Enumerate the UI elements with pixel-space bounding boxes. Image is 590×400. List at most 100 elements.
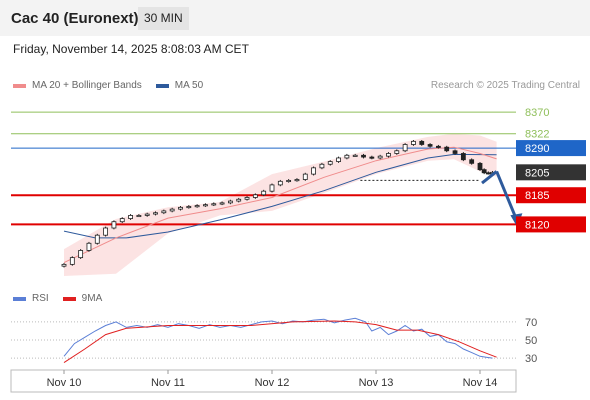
candle-body-29 <box>302 173 308 180</box>
last-price-label: 8205 <box>525 167 549 179</box>
rsi-tick-50: 50 <box>525 335 537 347</box>
candle-49 <box>469 158 475 165</box>
candle-30 <box>311 166 317 176</box>
candle-body-25 <box>269 184 275 192</box>
rsi-swatch <box>13 296 26 301</box>
candle-body-14 <box>178 206 183 210</box>
candle-body-40 <box>394 150 400 154</box>
candle-body-11 <box>153 212 158 215</box>
candle-body-7 <box>119 218 125 223</box>
candle-51 <box>481 168 487 175</box>
bollinger-band-layer <box>64 133 497 276</box>
level-label-8370: 8370 <box>525 107 549 119</box>
candle-23 <box>252 193 258 199</box>
candle-44 <box>427 143 433 148</box>
candle-body-39 <box>386 153 391 157</box>
candle-body-0 <box>61 263 67 267</box>
bollinger-band <box>64 133 497 276</box>
x-tick-label-2: Nov 12 <box>255 377 290 389</box>
candle-12 <box>161 209 167 215</box>
candle-body-15 <box>186 206 192 209</box>
candle-body-44 <box>427 144 433 147</box>
timeframe-badge[interactable]: 30 MIN <box>138 7 189 30</box>
legend-rsi-label: RSI <box>32 293 49 304</box>
ma20-line <box>63 146 497 264</box>
candle-29 <box>302 172 308 181</box>
candle-body-27 <box>286 180 292 183</box>
candle-body-17 <box>203 204 208 207</box>
x-tick-label-1: Nov 11 <box>151 377 185 389</box>
candle-body-45 <box>435 145 441 148</box>
projection-arrow-down <box>495 170 518 220</box>
candle-9 <box>136 214 142 218</box>
candle-4 <box>94 233 100 245</box>
x-axis-box <box>10 369 517 393</box>
candle-body-42 <box>411 140 416 145</box>
candle-42 <box>411 140 416 146</box>
last-price-box <box>516 164 586 181</box>
candle-35 <box>352 153 358 157</box>
credit-text: Research © 2025 Trading Central <box>430 80 580 91</box>
candle-43 <box>419 140 425 146</box>
last-price-tag: 8205 <box>516 164 586 181</box>
level-tag-8185 <box>516 187 586 204</box>
candle-50 <box>477 162 483 171</box>
legend-ma50-label: MA 50 <box>174 80 204 91</box>
candle-15 <box>186 205 192 209</box>
projection-arrow-up <box>481 170 498 185</box>
candle-19 <box>219 201 225 206</box>
ma20-swatch <box>13 83 26 88</box>
candle-body-16 <box>194 205 200 208</box>
candle-body-33 <box>336 157 341 162</box>
candle-25 <box>269 183 275 193</box>
rsi-tick-70: 70 <box>525 317 537 329</box>
candle-10 <box>144 212 150 217</box>
candle-body-41 <box>402 144 408 152</box>
candle-body-1 <box>69 257 75 265</box>
candle-body-47 <box>452 150 458 154</box>
candle-1 <box>69 256 75 266</box>
header-bar: Cac 40 (Euronext) 30 MIN <box>0 0 590 36</box>
level-tag-8290 <box>516 140 586 157</box>
candle-body-13 <box>169 208 175 212</box>
candle-32 <box>327 160 333 166</box>
x-tick-label-3: Nov 13 <box>359 377 394 389</box>
candle-27 <box>286 179 292 183</box>
rsi-tick-30: 30 <box>525 353 537 365</box>
candle-5 <box>103 226 108 237</box>
candle-17 <box>203 203 208 207</box>
candle-36 <box>361 153 366 159</box>
candle-14 <box>178 206 183 211</box>
candle-16 <box>194 204 200 208</box>
candle-body-24 <box>261 190 267 196</box>
candle-13 <box>169 207 175 213</box>
candle-body-35 <box>352 154 358 157</box>
indicator-lines-layer <box>63 146 497 364</box>
candle-body-34 <box>344 154 350 159</box>
candle-body-46 <box>444 146 450 152</box>
candle-body-28 <box>294 179 300 182</box>
candle-body-5 <box>103 227 108 236</box>
x-tick-label-4: Nov 14 <box>463 377 498 389</box>
candle-46 <box>444 145 450 153</box>
datetime-text: Friday, November 14, 2025 8:08:03 AM CET <box>13 42 249 56</box>
candle-26 <box>277 179 283 187</box>
candle-24 <box>261 189 267 197</box>
candle-body-51 <box>481 169 487 174</box>
level-label-8322: 8322 <box>525 129 549 141</box>
candle-7 <box>119 217 125 224</box>
level-label-8120: 8120 <box>525 219 549 231</box>
candle-38 <box>377 154 383 160</box>
candle-body-20 <box>227 200 233 204</box>
x-axis-layer: Nov 10 Nov 11 Nov 12 Nov 13 Nov 14 <box>10 369 517 393</box>
candle-body-6 <box>111 221 117 229</box>
candle-body-10 <box>144 213 150 216</box>
candle-body-31 <box>319 163 325 169</box>
level-labels-layer: 8205 8370 8322 8290 8185 8120 <box>516 107 586 233</box>
candle-45 <box>435 144 441 149</box>
candles-layer <box>61 140 495 268</box>
candle-20 <box>227 199 233 205</box>
candle-31 <box>319 162 325 170</box>
rsi-ma9-line <box>63 320 497 364</box>
